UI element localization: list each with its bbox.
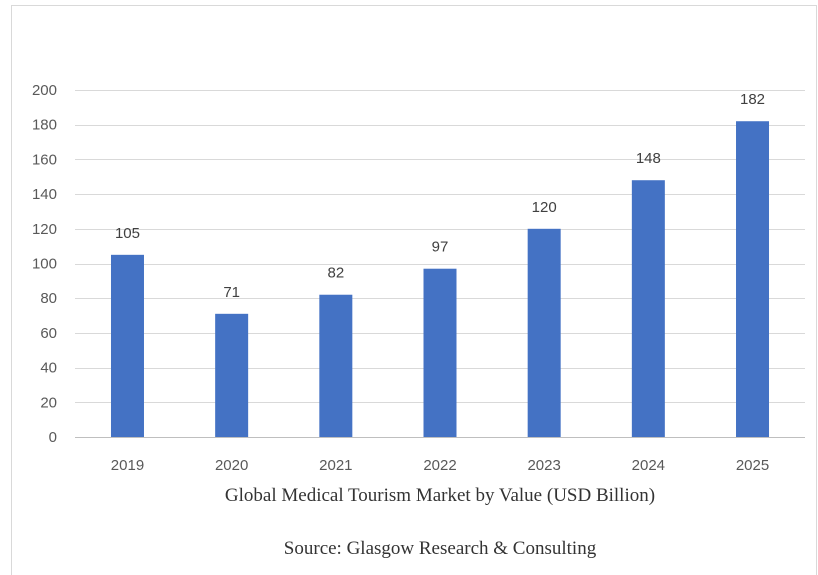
y-tick-label: 100 (32, 256, 57, 273)
data-label-2024: 148 (636, 150, 661, 167)
data-label-2022: 97 (432, 239, 449, 256)
bar-2020 (215, 313, 249, 437)
chart-frame (11, 5, 817, 575)
bar-2024 (631, 180, 665, 437)
bar-2025 (736, 121, 770, 437)
y-tick-label: 140 (32, 186, 57, 203)
x-tick-label-2021: 2021 (319, 457, 352, 474)
data-labels: 105 71 82 97 120 148 182 (115, 91, 765, 301)
x-tick-label-2023: 2023 (527, 457, 560, 474)
y-tick-label: 20 (40, 394, 57, 411)
data-label-2020: 71 (223, 284, 240, 301)
bars (110, 121, 770, 437)
bar-2023 (527, 228, 561, 437)
data-label-2023: 120 (532, 199, 557, 216)
y-tick-label: 120 (32, 221, 57, 238)
y-tick-label: 60 (40, 325, 57, 342)
bar-2022 (423, 268, 457, 437)
bar-2019 (110, 254, 144, 437)
y-tick-label: 80 (40, 290, 57, 307)
chart-title: Global Medical Tourism Market by Value (… (225, 485, 655, 506)
data-label-2021: 82 (327, 265, 344, 282)
data-label-2025: 182 (740, 91, 765, 108)
x-tick-label-2024: 2024 (632, 457, 665, 474)
y-axis-tick-labels: 0 20 40 60 80 100 120 140 160 180 200 (32, 82, 57, 446)
bar-2021 (319, 294, 353, 437)
y-tick-label: 200 (32, 82, 57, 99)
y-tick-label: 40 (40, 360, 57, 377)
chart-source: Source: Glasgow Research & Consulting (284, 538, 597, 559)
x-tick-label-2025: 2025 (736, 457, 769, 474)
data-label-2019: 105 (115, 225, 140, 242)
x-tick-label-2020: 2020 (215, 457, 248, 474)
y-tick-label: 160 (32, 151, 57, 168)
y-tick-label: 180 (32, 117, 57, 134)
x-axis-tick-labels: 2019 2020 2021 2022 2023 2024 2025 (111, 457, 769, 474)
x-tick-label-2019: 2019 (111, 457, 144, 474)
x-tick-label-2022: 2022 (423, 457, 456, 474)
y-tick-label: 0 (49, 429, 57, 446)
